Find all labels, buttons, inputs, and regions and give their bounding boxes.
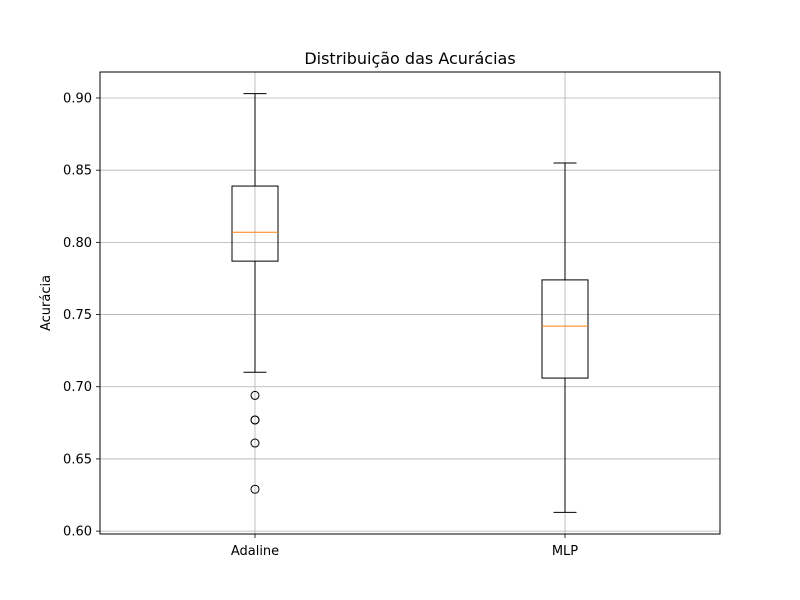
- iqr-box: [231, 185, 279, 262]
- y-tick-label: 0.85: [63, 164, 92, 179]
- iqr-box: [541, 279, 589, 379]
- y-tick-label: 0.80: [63, 236, 92, 251]
- y-tick-label: 0.75: [63, 308, 92, 323]
- box-adaline: [231, 93, 279, 494]
- outlier-point: [250, 484, 260, 494]
- y-tick-label: 0.65: [63, 452, 92, 467]
- grid-lines: [100, 72, 720, 534]
- chart-title: Distribuição das Acurácias: [304, 49, 515, 68]
- y-tick-label: 0.70: [63, 380, 92, 395]
- y-tick-label: 0.90: [63, 91, 92, 106]
- outlier-point: [250, 390, 260, 400]
- axis-ticks: 0.60 0.65 0.70 0.75 0.80 0.85 0.90 Adaline MLP: [63, 91, 578, 559]
- x-tick-label: Adaline: [231, 544, 279, 559]
- boxes: [231, 93, 589, 513]
- y-axis-label: Acurácia: [39, 275, 54, 331]
- box-mlp: [541, 162, 589, 513]
- outlier-point: [250, 415, 260, 425]
- y-tick-label: 0.60: [63, 525, 92, 540]
- x-tick-label: MLP: [552, 544, 578, 559]
- plot-frame: [99, 71, 721, 535]
- outlier-point: [250, 438, 260, 448]
